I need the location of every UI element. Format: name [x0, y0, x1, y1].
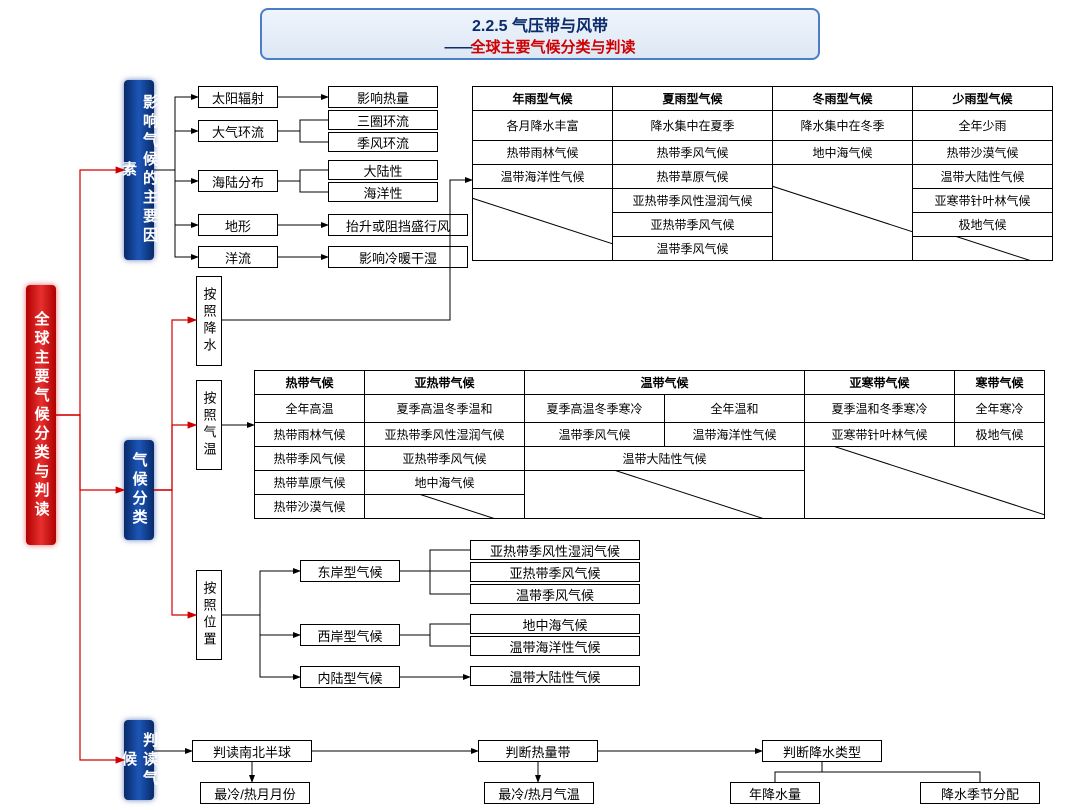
factor-current-d: 影响冷暖干湿: [328, 246, 468, 268]
temp-d3: 全年温和: [665, 395, 805, 423]
title-line2: ——全球主要气候分类与判读: [262, 36, 818, 57]
rain-h3: 冬雨型气候: [773, 87, 913, 111]
rain-c3-0: 地中海气候: [773, 141, 913, 165]
temp-r1-0: 热带雨林气候: [255, 423, 365, 447]
rain-c2-1: 热带草原气候: [613, 165, 773, 189]
temp-empty-r: [805, 447, 1045, 519]
pos-inland: 内陆型气候: [300, 666, 400, 688]
title-line1: 2.2.5 气压带与风带: [262, 12, 818, 36]
temp-r4-0: 热带沙漠气候: [255, 495, 365, 519]
rain-h2: 夏雨型气候: [613, 87, 773, 111]
rain-d4: 全年少雨: [913, 111, 1053, 141]
temp-r3-1: 地中海气候: [365, 471, 525, 495]
pos-west-1: 温带海洋性气候: [470, 636, 640, 656]
temp-d4: 夏季温和冬季寒冷: [805, 395, 955, 423]
step-hemisphere: 判读南北半球: [192, 740, 312, 762]
rain-d2: 降水集中在夏季: [613, 111, 773, 141]
rain-c2-2: 亚热带季风性湿润气候: [613, 189, 773, 213]
factor-current: 洋流: [198, 246, 278, 268]
factor-terrain-d: 抬升或阻挡盛行风: [328, 214, 468, 236]
pos-inland-0: 温带大陆性气候: [470, 666, 640, 686]
rain-h4: 少雨型气候: [913, 87, 1053, 111]
temp-empty-l: [365, 495, 525, 519]
factor-landsea-d2: 海洋性: [328, 182, 438, 202]
rain-c4-2: 亚寒带针叶林气候: [913, 189, 1053, 213]
step-rain-d2: 降水季节分配: [920, 782, 1040, 804]
title-subtitle: 全球主要气候分类与判读: [470, 39, 635, 56]
temp-r1-3: 温带海洋性气候: [665, 423, 805, 447]
temp-r2-0: 热带季风气候: [255, 447, 365, 471]
factor-sun-detail: 影响热量: [328, 86, 438, 108]
factor-landsea-d1: 大陆性: [328, 160, 438, 180]
factor-sun: 太阳辐射: [198, 86, 278, 108]
rain-c4-0: 热带沙漠气候: [913, 141, 1053, 165]
temp-empty-m: [525, 471, 805, 519]
rain-c1-empty: [473, 189, 613, 261]
rain-c2-3: 亚热带季风气候: [613, 213, 773, 237]
factor-circ-d2: 季风环流: [328, 132, 438, 152]
temp-d5: 全年寒冷: [955, 395, 1045, 423]
temp-r3-0: 热带草原气候: [255, 471, 365, 495]
pos-east: 东岸型气候: [300, 560, 400, 582]
step-heat-d: 最冷/热月气温: [484, 782, 594, 804]
pos-west: 西岸型气候: [300, 624, 400, 646]
rain-c4-1: 温带大陆性气候: [913, 165, 1053, 189]
class-by-rain: 按照降水: [196, 276, 222, 366]
step-rain-d1: 年降水量: [730, 782, 820, 804]
class-by-pos: 按照位置: [196, 570, 222, 660]
class-by-temp: 按照气温: [196, 380, 222, 470]
temp-h1: 亚热带气候: [365, 371, 525, 395]
factor-landsea: 海陆分布: [198, 170, 278, 192]
temp-h4: 亚寒带气候: [805, 371, 955, 395]
temp-r1-1: 亚热带季风性湿润气候: [365, 423, 525, 447]
section-factors: 影响气候的主要因素: [124, 80, 154, 260]
temp-h5: 寒带气候: [955, 371, 1045, 395]
temp-r1-2: 温带季风气候: [525, 423, 665, 447]
temp-d0: 全年高温: [255, 395, 365, 423]
rain-c3-empty: [773, 165, 913, 261]
temp-d2: 夏季高温冬季寒冷: [525, 395, 665, 423]
rain-c1-1: 温带海洋性气候: [473, 165, 613, 189]
rain-h1: 年雨型气候: [473, 87, 613, 111]
rain-c2-0: 热带季风气候: [613, 141, 773, 165]
pos-west-0: 地中海气候: [470, 614, 640, 634]
pos-east-0: 亚热带季风性湿润气候: [470, 540, 640, 560]
temp-h0: 热带气候: [255, 371, 365, 395]
temp-table: 热带气候 亚热带气候 温带气候 亚寒带气候 寒带气候 全年高温 夏季高温冬季温和…: [254, 370, 1045, 519]
rain-table: 年雨型气候 夏雨型气候 冬雨型气候 少雨型气候 各月降水丰富 降水集中在夏季 降…: [472, 86, 1053, 261]
temp-r2-1: 亚热带季风气候: [365, 447, 525, 471]
rain-c2-4: 温带季风气候: [613, 237, 773, 261]
section-interpret: 判读气候: [124, 720, 154, 800]
section-classify: 气候分类: [124, 440, 154, 540]
rain-c4-3: 极地气候: [913, 213, 1053, 237]
title-dash: ——: [444, 39, 470, 56]
pos-east-2: 温带季风气候: [470, 584, 640, 604]
rain-c1-0: 热带雨林气候: [473, 141, 613, 165]
temp-d1: 夏季高温冬季温和: [365, 395, 525, 423]
rain-d1: 各月降水丰富: [473, 111, 613, 141]
title-banner: 2.2.5 气压带与风带 ——全球主要气候分类与判读: [260, 8, 820, 60]
temp-r2-2: 温带大陆性气候: [525, 447, 805, 471]
step-rain: 判断降水类型: [762, 740, 882, 762]
temp-r1-5: 极地气候: [955, 423, 1045, 447]
main-pillar: 全球主要气候分类与判读: [26, 285, 56, 545]
factor-circ: 大气环流: [198, 120, 278, 142]
factor-terrain: 地形: [198, 214, 278, 236]
factor-circ-d1: 三圈环流: [328, 110, 438, 130]
step-hemisphere-d: 最冷/热月月份: [200, 782, 310, 804]
temp-r1-4: 亚寒带针叶林气候: [805, 423, 955, 447]
rain-d3: 降水集中在冬季: [773, 111, 913, 141]
rain-c4-empty: [913, 237, 1053, 261]
pos-east-1: 亚热带季风气候: [470, 562, 640, 582]
temp-h2: 温带气候: [525, 371, 805, 395]
step-heat: 判断热量带: [478, 740, 598, 762]
